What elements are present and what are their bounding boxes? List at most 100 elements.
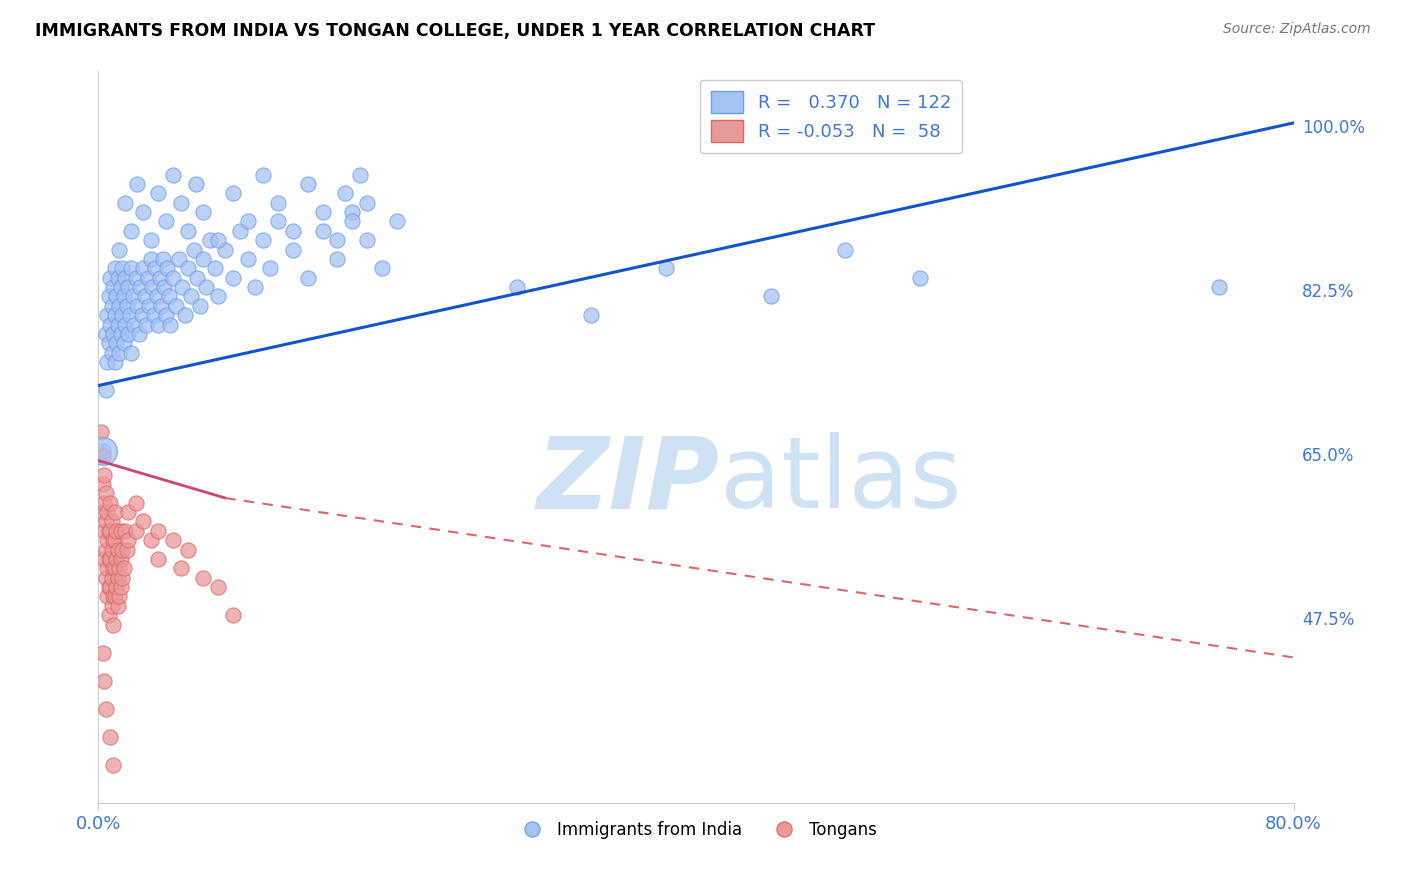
Point (94, 571, 117, 585)
Point (110, 524, 132, 538)
Point (342, 214, 364, 228)
Point (191, 205, 214, 219)
Point (186, 270, 208, 285)
Point (148, 186, 170, 201)
Point (125, 524, 148, 538)
Point (177, 224, 200, 238)
Point (229, 224, 252, 238)
Point (97, 608, 120, 623)
Point (148, 318, 170, 332)
Point (91, 444, 114, 458)
Y-axis label: College, Under 1 year: College, Under 1 year (0, 346, 8, 528)
Point (103, 326, 125, 341)
Point (157, 289, 180, 303)
Point (94, 486, 117, 500)
Point (174, 308, 197, 322)
Point (103, 617, 125, 632)
Point (105, 552, 128, 566)
Point (93, 524, 115, 538)
Point (184, 177, 207, 191)
Point (222, 186, 245, 201)
Point (98, 318, 122, 332)
Point (108, 590, 131, 604)
Point (129, 280, 152, 294)
Point (114, 270, 136, 285)
Point (156, 261, 179, 276)
Point (333, 186, 356, 201)
Point (104, 355, 127, 369)
Point (834, 243, 856, 257)
Point (259, 261, 281, 276)
Point (150, 299, 173, 313)
Point (94, 542, 117, 557)
Point (98, 552, 122, 566)
Point (183, 243, 205, 257)
Point (104, 261, 127, 276)
Point (759, 289, 782, 303)
Point (103, 533, 125, 548)
Point (120, 261, 142, 276)
Point (134, 289, 156, 303)
Point (506, 280, 529, 294)
Point (128, 326, 150, 341)
Point (108, 243, 131, 257)
Point (107, 599, 129, 613)
Point (297, 270, 319, 285)
Point (125, 270, 148, 285)
Point (204, 261, 226, 276)
Point (385, 214, 409, 228)
Point (162, 270, 184, 285)
Point (96, 533, 118, 548)
Point (117, 505, 139, 519)
Point (159, 318, 181, 332)
Point (326, 233, 349, 247)
Legend: Immigrants from India, Tongans: Immigrants from India, Tongans (509, 814, 883, 846)
Point (222, 608, 245, 623)
Point (91, 646, 114, 660)
Point (139, 252, 162, 266)
Point (155, 308, 177, 322)
Point (97, 524, 120, 538)
Point (139, 233, 162, 247)
Point (131, 308, 153, 322)
Point (311, 205, 333, 219)
Point (96, 590, 118, 604)
Point (94, 383, 117, 397)
Point (101, 299, 124, 313)
Point (105, 336, 128, 351)
Point (108, 561, 131, 575)
Point (222, 270, 245, 285)
Point (103, 561, 125, 575)
Text: IMMIGRANTS FROM INDIA VS TONGAN COLLEGE, UNDER 1 YEAR CORRELATION CHART: IMMIGRANTS FROM INDIA VS TONGAN COLLEGE,… (35, 22, 876, 40)
Point (93, 467, 115, 482)
Point (111, 308, 134, 322)
Point (167, 252, 190, 266)
Text: 65.0%: 65.0% (1302, 447, 1354, 465)
Point (148, 552, 170, 566)
Point (96, 561, 118, 575)
Point (245, 280, 267, 294)
Point (108, 345, 131, 359)
Point (132, 515, 155, 529)
Point (145, 289, 167, 303)
Point (98, 270, 122, 285)
Point (153, 280, 176, 294)
Point (162, 168, 184, 182)
Point (177, 542, 200, 557)
Point (207, 289, 229, 303)
Point (214, 243, 236, 257)
Point (349, 168, 371, 182)
Point (127, 177, 149, 191)
Text: 47.5%: 47.5% (1302, 611, 1354, 629)
Point (94, 515, 117, 529)
Text: 82.5%: 82.5% (1302, 283, 1354, 301)
Point (135, 318, 157, 332)
Point (138, 299, 160, 313)
Point (141, 280, 163, 294)
Point (114, 318, 136, 332)
Point (101, 599, 124, 613)
Point (149, 270, 172, 285)
Point (101, 571, 124, 585)
Point (132, 205, 155, 219)
Point (105, 524, 128, 538)
